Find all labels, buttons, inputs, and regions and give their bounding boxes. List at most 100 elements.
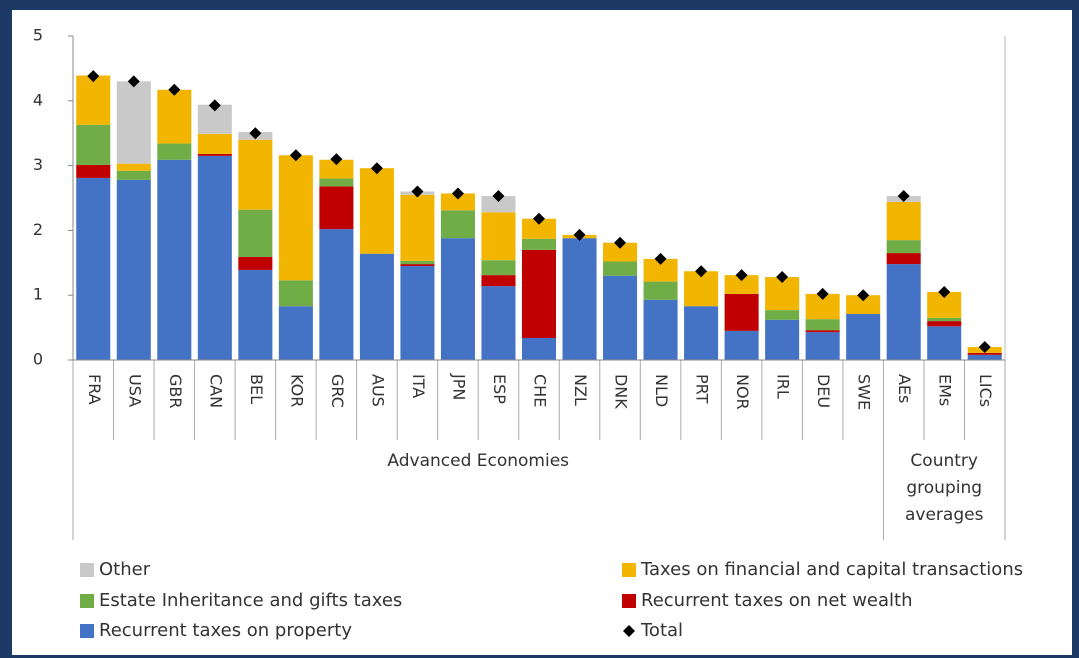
legend-label: Recurrent taxes on property bbox=[99, 620, 352, 641]
bar-segment bbox=[238, 209, 273, 257]
bar-segment bbox=[521, 218, 557, 239]
bar-segment bbox=[724, 330, 759, 360]
bar-segment bbox=[603, 261, 638, 276]
x-tick-label: GRC bbox=[328, 374, 347, 408]
total-marker bbox=[735, 269, 748, 282]
bar-segment bbox=[359, 253, 394, 360]
bar-segment bbox=[76, 75, 111, 125]
legend-swatch bbox=[623, 625, 635, 637]
bar-segment bbox=[927, 321, 962, 327]
x-tick-label: GBR bbox=[166, 374, 185, 409]
bar-segment bbox=[562, 238, 597, 360]
y-tick-label: 3 bbox=[33, 155, 43, 174]
x-tick-label: IRL bbox=[774, 374, 793, 399]
total-marker bbox=[208, 99, 221, 112]
y-tick-label: 5 bbox=[33, 26, 43, 45]
bar-segment bbox=[846, 295, 881, 314]
x-tick-label: JPN bbox=[449, 373, 468, 400]
legend-label: Recurrent taxes on net wealth bbox=[641, 590, 913, 611]
bar-segment bbox=[481, 196, 516, 213]
bar-segment bbox=[359, 168, 394, 254]
x-tick-label: KOR bbox=[287, 374, 306, 407]
bar-segment bbox=[278, 306, 313, 360]
total-marker bbox=[127, 75, 140, 88]
bar-segment bbox=[116, 163, 151, 171]
bar-segment bbox=[846, 313, 881, 360]
bar-segment bbox=[805, 319, 840, 331]
legend-swatch bbox=[622, 594, 636, 608]
total-marker bbox=[370, 162, 383, 175]
x-tick-label: USA bbox=[125, 374, 144, 407]
x-tick-label: NOR bbox=[733, 374, 752, 410]
total-marker bbox=[573, 228, 586, 241]
total-marker bbox=[614, 236, 627, 249]
bar-segment bbox=[886, 253, 921, 265]
bar-segment bbox=[157, 143, 192, 160]
y-tick-label: 2 bbox=[33, 220, 43, 239]
x-tick-label: AEs bbox=[895, 374, 914, 403]
y-tick-label: 4 bbox=[33, 90, 43, 109]
x-tick-label: DNK bbox=[612, 374, 631, 409]
total-marker bbox=[938, 285, 951, 298]
bar-segment bbox=[157, 159, 192, 360]
bar-segment bbox=[238, 139, 273, 210]
total-marker bbox=[87, 70, 100, 83]
bar-segment bbox=[521, 238, 557, 250]
x-tick-label: NZL bbox=[571, 374, 590, 406]
bar-segment bbox=[278, 280, 313, 307]
x-tick-label: CHE bbox=[531, 374, 550, 407]
bar-segment bbox=[197, 153, 232, 156]
legend-label: Taxes on financial and capital transacti… bbox=[640, 559, 1023, 580]
total-marker bbox=[816, 287, 829, 300]
total-marker bbox=[533, 212, 545, 225]
bar-segment bbox=[643, 258, 678, 282]
bar-segment bbox=[643, 299, 678, 360]
x-tick-label: AUS bbox=[368, 374, 387, 407]
y-tick-label: 1 bbox=[33, 285, 43, 304]
bar-segment bbox=[197, 155, 232, 360]
bar-segment bbox=[603, 242, 638, 262]
bar-segment bbox=[116, 170, 151, 180]
total-marker bbox=[492, 190, 505, 203]
bar-segment bbox=[157, 89, 192, 144]
bar-segment bbox=[481, 275, 516, 287]
bar-segment bbox=[805, 330, 840, 333]
bar-segment bbox=[76, 124, 111, 165]
total-marker bbox=[654, 252, 667, 265]
total-marker bbox=[168, 83, 181, 96]
total-marker bbox=[695, 265, 708, 278]
bar-segment bbox=[967, 354, 1002, 360]
bar-segment bbox=[603, 275, 638, 360]
bar-segment bbox=[319, 229, 354, 360]
x-tick-label: PRT bbox=[693, 374, 712, 404]
bar-segment bbox=[643, 281, 678, 300]
x-tick-label: NLD bbox=[652, 374, 671, 407]
total-marker bbox=[857, 289, 870, 302]
x-tick-label: ITA bbox=[409, 374, 428, 398]
bar-segment bbox=[927, 317, 962, 322]
bar-segment bbox=[400, 194, 435, 261]
legend-swatch bbox=[622, 563, 636, 577]
total-marker bbox=[330, 153, 343, 166]
bar-segment bbox=[967, 352, 1002, 355]
bar-segment bbox=[278, 155, 313, 281]
bar-segment bbox=[76, 164, 111, 178]
bar-segment bbox=[116, 81, 151, 164]
bar-segment bbox=[886, 264, 921, 360]
bar-segment bbox=[440, 238, 475, 360]
group-label: Advanced Economies bbox=[387, 451, 570, 471]
total-marker bbox=[897, 190, 910, 203]
total-marker bbox=[411, 185, 424, 198]
bar-segment bbox=[400, 266, 435, 360]
x-tick-label: LICs bbox=[976, 374, 995, 407]
bar-segment bbox=[440, 210, 475, 239]
legend-swatch bbox=[80, 594, 94, 608]
bar-segment bbox=[76, 177, 111, 360]
x-tick-label: BEL bbox=[247, 374, 266, 404]
bar-segment bbox=[400, 260, 435, 265]
x-tick-label: ESP bbox=[490, 374, 509, 404]
x-tick-label: EMs bbox=[936, 374, 955, 406]
total-marker bbox=[451, 187, 464, 200]
bar-segment bbox=[886, 240, 921, 254]
